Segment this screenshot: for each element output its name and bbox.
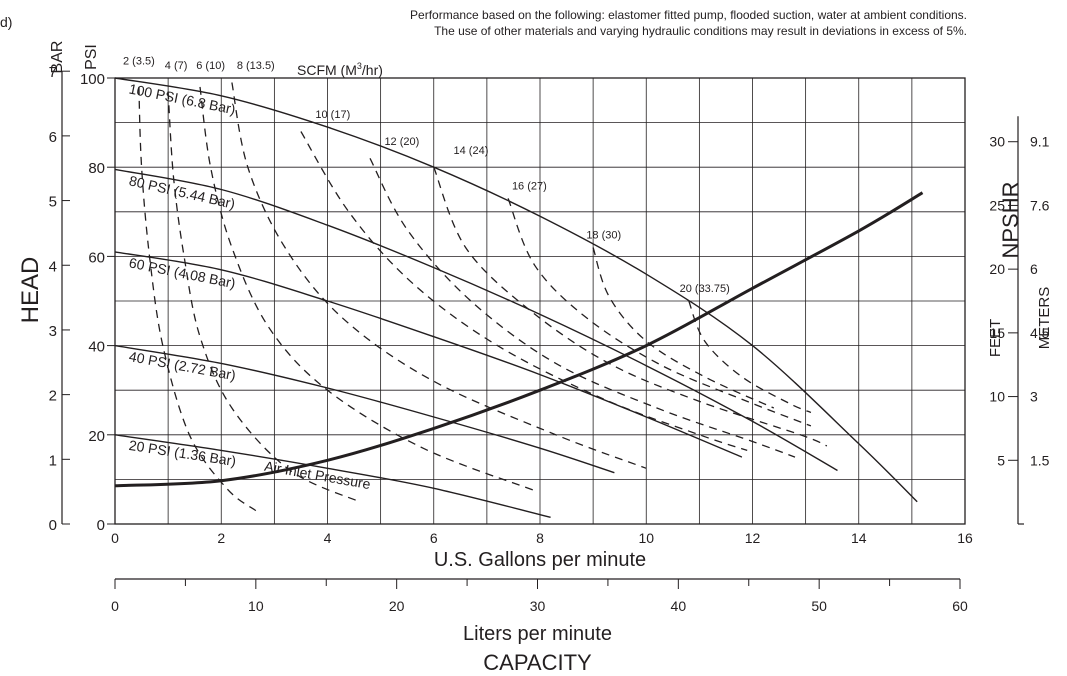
x2-tick-label: 20 [389, 598, 405, 614]
npshr-feet-label: FEET [987, 319, 1004, 357]
psi-tick-label: 60 [88, 249, 105, 266]
bar-tick-label: 6 [49, 129, 57, 146]
scfm-curve-label: 20 (33.75) [680, 283, 730, 295]
x-tick-label: 14 [851, 530, 867, 546]
scfm-curve [507, 198, 812, 427]
npshr-feet-tick-label: 30 [989, 134, 1005, 150]
pressure-curve-label: 100 PSI (6.8 Bar) [128, 80, 237, 117]
npshr-meter-tick-label: 9.1 [1030, 134, 1050, 150]
x-tick-label: 12 [745, 530, 761, 546]
bar-tick-label: 2 [49, 388, 57, 405]
x2-tick-label: 30 [530, 598, 546, 614]
psi-unit-label: PSI [83, 44, 100, 70]
scfm-curve [369, 157, 796, 458]
scfm-curve-label: 10 (17) [315, 109, 350, 121]
scfm-curve-label: 2 (3.5) [123, 56, 155, 68]
x-axis-label: U.S. Gallons per minute [434, 549, 646, 571]
x2-tick-label: 60 [952, 598, 968, 614]
x-tick-label: 2 [217, 530, 225, 546]
scfm-curve [688, 300, 812, 414]
cropped-fragment: d) [0, 14, 13, 30]
x2-tick-label: 40 [671, 598, 687, 614]
x-tick-label: 10 [638, 530, 654, 546]
pressure-curve [114, 77, 918, 503]
bar-unit-label: BAR [49, 41, 66, 74]
scfm-curve-label: 4 (7) [165, 60, 188, 72]
scfm-curve-label: 6 (10) [196, 60, 225, 72]
psi-tick-label: 0 [97, 517, 105, 534]
bar-tick-label: 4 [49, 258, 57, 275]
pressure-curve [114, 168, 838, 472]
bar-tick-label: 3 [49, 323, 57, 340]
pressure-curve-label: 60 PSI (4.08 Bar) [128, 254, 237, 291]
scfm-curve-label: 18 (30) [586, 230, 621, 242]
x2-axis-label: Liters per minute [463, 623, 612, 645]
psi-tick-label: 40 [88, 339, 105, 356]
npshr-feet-tick-label: 25 [989, 197, 1005, 213]
npshr-feet-tick-label: 10 [989, 389, 1005, 405]
scfm-curve [199, 86, 535, 492]
bar-tick-label: 7 [49, 64, 57, 81]
x2-tick-label: 50 [811, 598, 827, 614]
scfm-curve [433, 166, 828, 447]
psi-tick-label: 100 [80, 71, 105, 88]
npshr-meter-tick-label: 1.5 [1030, 452, 1050, 468]
pressure-curve [114, 251, 743, 458]
psi-tick-label: 20 [88, 428, 105, 445]
bar-tick-label: 5 [49, 194, 57, 211]
npshr-curve [114, 191, 924, 488]
scfm-label: SCFM (M3/hr) [297, 61, 383, 78]
scfm-curve-label: 14 (24) [454, 145, 489, 157]
bar-tick-label: 1 [49, 452, 57, 469]
scfm-curve [300, 131, 748, 452]
grid [114, 77, 966, 525]
scfm-curve-label: 12 (20) [384, 136, 419, 148]
scfm-curve-label: 16 (27) [512, 181, 547, 193]
x2-tick-label: 10 [248, 598, 264, 614]
performance-note-line-2: The use of other materials and varying h… [434, 24, 967, 38]
pressure-curve [114, 434, 551, 518]
npshr-meter-tick-label: 7.6 [1030, 197, 1050, 213]
x-tick-label: 16 [957, 530, 973, 546]
bar-tick-label: 0 [49, 517, 57, 534]
pressure-curve-label: 40 PSI (2.72 Bar) [128, 348, 237, 383]
npshr-meters-label: METERS [1036, 287, 1053, 350]
x-tick-label: 4 [324, 530, 332, 546]
npshr-meter-tick-label: 6 [1030, 261, 1038, 277]
scfm-curve-label: 8 (13.5) [237, 60, 275, 72]
scfm-curve [231, 82, 647, 469]
curves [114, 77, 924, 518]
npshr-meter-tick-label: 4.5 [1030, 325, 1050, 341]
x-tick-label: 6 [430, 530, 438, 546]
psi-tick-label: 80 [88, 160, 105, 177]
capacity-label: CAPACITY [483, 650, 592, 675]
y-axis-label: HEAD [17, 257, 44, 324]
scfm-curve [167, 91, 360, 503]
npshr-feet-tick-label: 15 [989, 325, 1005, 341]
npshr-feet-tick-label: 5 [997, 452, 1005, 468]
npshr-meter-tick-label: 3 [1030, 389, 1038, 405]
x-tick-label: 8 [536, 530, 544, 546]
npshr-label: NPSHR [998, 181, 1023, 258]
performance-note-line-1: Performance based on the following: elas… [410, 8, 967, 22]
pressure-curve [114, 344, 615, 474]
x-tick-label: 0 [111, 530, 119, 546]
x2-tick-label: 0 [111, 598, 119, 614]
pressure-curve-label: 20 PSI (1.36 Bar) [128, 437, 237, 469]
npshr-feet-tick-label: 20 [989, 261, 1005, 277]
